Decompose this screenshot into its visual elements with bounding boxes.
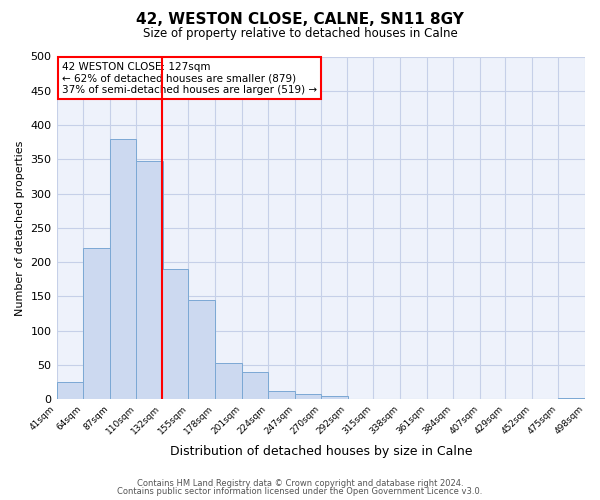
Bar bbox=[322, 396, 348, 399]
Text: 42, WESTON CLOSE, CALNE, SN11 8GY: 42, WESTON CLOSE, CALNE, SN11 8GY bbox=[136, 12, 464, 28]
Y-axis label: Number of detached properties: Number of detached properties bbox=[15, 140, 25, 316]
Bar bbox=[559, 398, 585, 399]
Text: Contains public sector information licensed under the Open Government Licence v3: Contains public sector information licen… bbox=[118, 487, 482, 496]
Bar bbox=[110, 139, 136, 399]
Bar bbox=[83, 248, 110, 399]
X-axis label: Distribution of detached houses by size in Calne: Distribution of detached houses by size … bbox=[170, 444, 472, 458]
Bar bbox=[162, 269, 188, 399]
Bar bbox=[56, 382, 83, 399]
Bar bbox=[188, 300, 215, 399]
Bar bbox=[295, 394, 322, 399]
Bar bbox=[268, 391, 295, 399]
Bar bbox=[215, 363, 242, 399]
Text: 42 WESTON CLOSE: 127sqm
← 62% of detached houses are smaller (879)
37% of semi-d: 42 WESTON CLOSE: 127sqm ← 62% of detache… bbox=[62, 62, 317, 95]
Bar bbox=[480, 398, 506, 399]
Text: Size of property relative to detached houses in Calne: Size of property relative to detached ho… bbox=[143, 28, 457, 40]
Text: Contains HM Land Registry data © Crown copyright and database right 2024.: Contains HM Land Registry data © Crown c… bbox=[137, 478, 463, 488]
Bar bbox=[242, 372, 268, 399]
Bar bbox=[136, 160, 163, 399]
